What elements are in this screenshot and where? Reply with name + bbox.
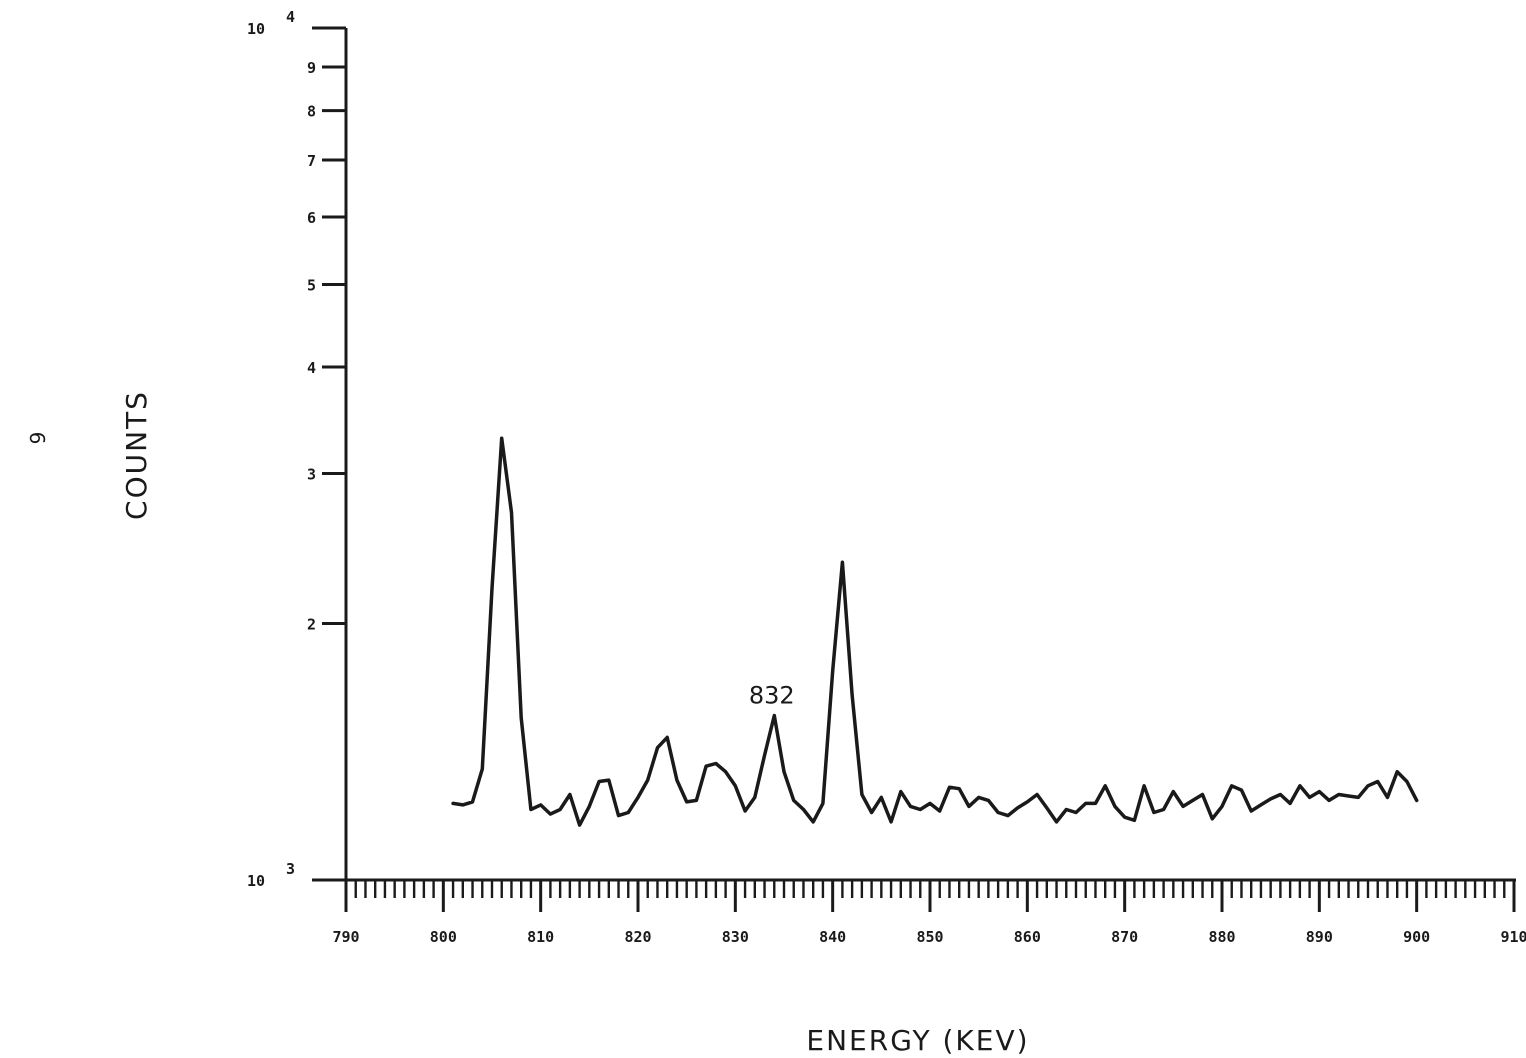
x-axis-title: ENERGY (KEV)	[806, 1024, 1029, 1057]
y-decade-exponent-label: 3	[286, 860, 295, 878]
y-decade-base-label: 10	[247, 20, 265, 38]
x-tick-label: 790	[332, 928, 359, 946]
x-tick-label: 800	[430, 928, 457, 946]
y-tick-label: 5	[307, 276, 316, 294]
peak-annotation: 832	[749, 681, 795, 709]
y-axis-major-ticks	[312, 26, 346, 882]
x-tick-label: 840	[819, 928, 846, 946]
x-tick-label: 900	[1403, 928, 1430, 946]
y-axis-tick-labels: 10 3 10 4 2 3 4 5 6 7 8 9	[247, 8, 316, 890]
x-tick-label: 910	[1500, 928, 1526, 946]
series-layer	[451, 436, 1419, 827]
y-tick-label: 2	[307, 616, 316, 634]
x-tick-label: 810	[527, 928, 554, 946]
y-axis-title: COUNTS	[120, 390, 153, 520]
x-tick-label: 850	[916, 928, 943, 946]
y-axis-minor-ticks	[322, 65, 346, 626]
x-tick-label: 820	[624, 928, 651, 946]
y-tick-label: 7	[307, 152, 316, 170]
y-tick-label: 8	[307, 103, 316, 121]
page-number: 6	[25, 432, 49, 445]
x-axis-ticks	[344, 880, 1516, 912]
spectrum-line	[451, 436, 1419, 827]
x-tick-label: 870	[1111, 928, 1138, 946]
x-tick-label: 830	[722, 928, 749, 946]
x-tick-label: 860	[1014, 928, 1041, 946]
y-decade-base-label: 10	[247, 872, 265, 890]
x-tick-label: 890	[1306, 928, 1333, 946]
y-tick-label: 4	[307, 359, 316, 377]
y-tick-label: 9	[307, 59, 316, 77]
x-tick-label: 880	[1208, 928, 1235, 946]
y-tick-label: 3	[307, 465, 316, 483]
annotation-layer: 832	[749, 681, 795, 709]
y-decade-exponent-label: 4	[286, 8, 295, 26]
y-tick-label: 6	[307, 209, 316, 227]
x-axis-tick-labels: 790 800 810 820 830 840 850 860 870 880 890 900 910	[332, 928, 1526, 946]
